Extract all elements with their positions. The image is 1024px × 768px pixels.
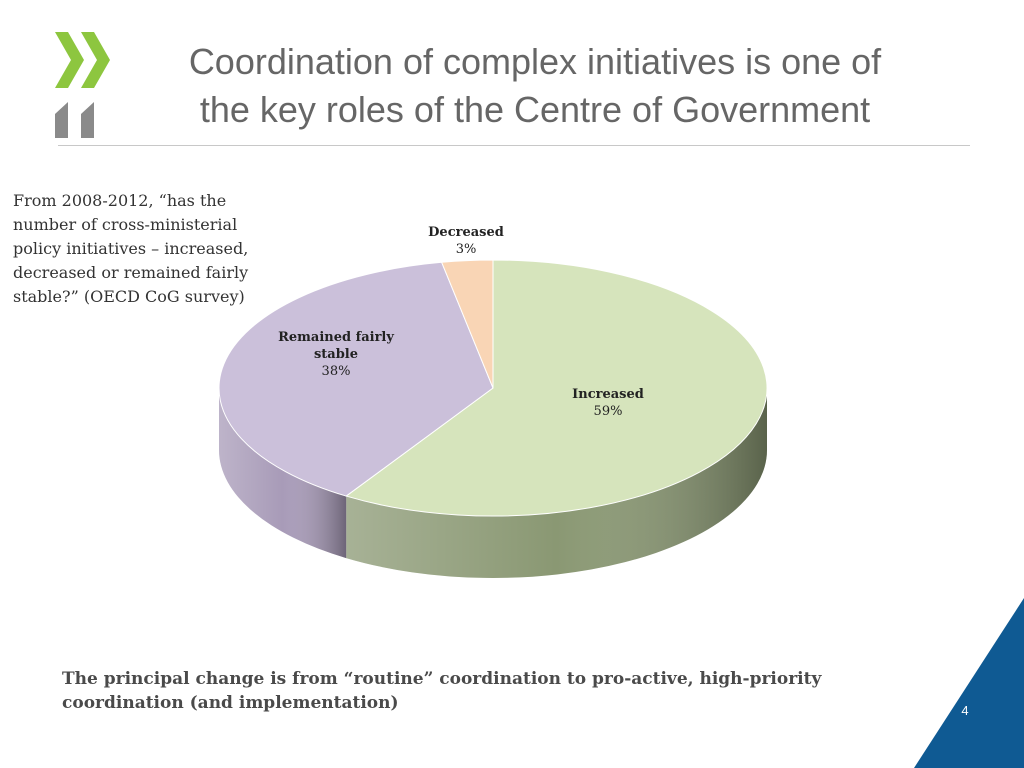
logo-chevron-gray-1 — [55, 102, 68, 138]
label-remained-line2: stable — [314, 347, 358, 362]
percent-remained: 38% — [322, 364, 351, 379]
logo-chevron-gray-2 — [81, 102, 94, 138]
percent-decreased: 3% — [456, 242, 477, 257]
oecd-logo-icon — [55, 32, 110, 138]
pie-tops — [218, 259, 768, 517]
pie-slice-decreased — [440, 259, 494, 389]
corner-blue-triangle — [914, 598, 1024, 768]
logo-chevron-green-2 — [81, 32, 110, 88]
footer-statement: The principal change is from “routine” c… — [62, 669, 822, 713]
title-divider — [58, 145, 970, 146]
label-remained-line1: Remained fairly — [278, 330, 394, 345]
pie-slice-remained-fairly — [218, 261, 494, 497]
pie-slice-increased — [345, 259, 768, 517]
percent-increased: 59% — [594, 404, 623, 419]
logo-chevron-green-1 — [55, 32, 84, 88]
label-decreased: Decreased — [428, 225, 504, 240]
pie-side-shade-0-0 — [346, 388, 767, 578]
page-title: Coordination of complex initiatives is o… — [120, 38, 950, 134]
title-line-1: Coordination of complex initiatives is o… — [188, 41, 882, 82]
pie-sides — [219, 388, 767, 578]
page-number: 4 — [961, 703, 969, 718]
label-increased: Increased — [572, 387, 644, 402]
survey-question: From 2008-2012, “has the number of cross… — [13, 191, 249, 306]
pie-side-shade-1-0 — [219, 388, 347, 559]
title-line-2: the key roles of the Centre of Governmen… — [199, 89, 871, 130]
